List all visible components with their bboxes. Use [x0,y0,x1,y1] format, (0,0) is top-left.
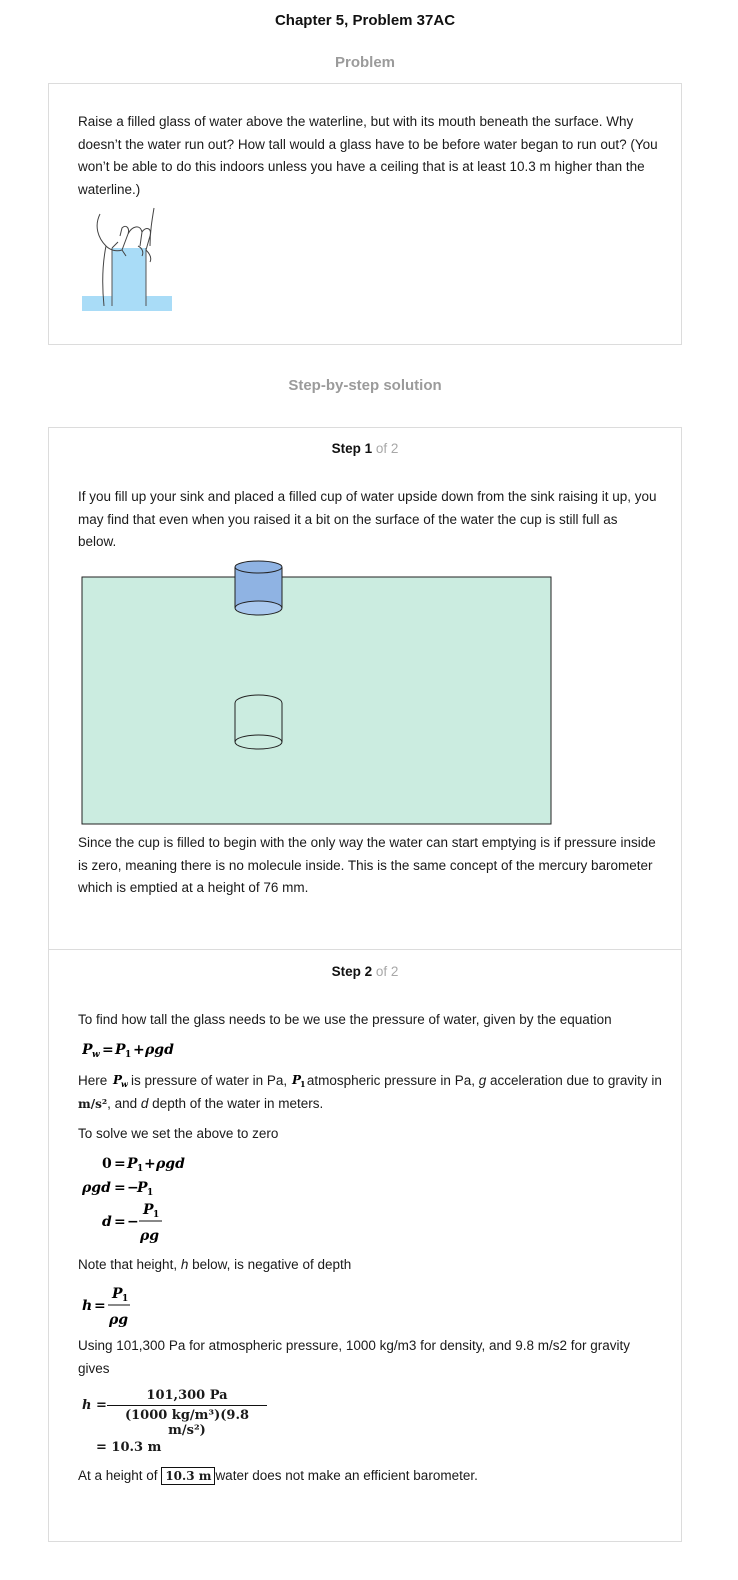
svg-text:h: h [82,1298,92,1314]
solution-heading: Step-by-step solution [288,377,442,394]
problem-text: Raise a filled glass of water above the … [78,114,658,197]
svg-text:0: 0 [102,1156,112,1172]
step2-intro: To find how tall the glass needs to be w… [78,1012,612,1027]
svg-text:=: = [94,1298,106,1314]
svg-text:=: = [114,1214,126,1230]
problem-heading: Problem [334,54,395,71]
h-equals: h = [82,1398,107,1413]
raised-cup [234,560,283,616]
sink-diagram [81,560,552,825]
equation-main: P w = P 1 + ρgd [82,1042,174,1060]
svg-text:ρgd: ρgd [144,1042,174,1058]
svg-text:=: = [114,1180,126,1196]
svg-text:w: w [121,1079,129,1088]
step2-label: Step 2 of 2 [331,964,399,979]
fraction-numerator: 101,300 Pa [146,1388,228,1403]
glass-water [112,248,146,308]
svg-text:1: 1 [153,1210,159,1220]
svg-text:P: P [126,1156,138,1172]
svg-text:+: + [133,1042,145,1058]
svg-text:ρgd: ρgd [155,1156,185,1172]
hand-sketch-2 [111,241,144,257]
page-title: Chapter 5, Problem 37AC [274,12,456,29]
svg-text:ρgd: ρgd [82,1180,111,1196]
svg-text:w: w [92,1050,100,1060]
svg-text:1: 1 [147,1188,153,1198]
svg-text:=: = [102,1042,114,1058]
result-line: = 10.3 m [96,1440,162,1455]
svg-text:P: P [114,1042,126,1058]
svg-text:+: + [144,1156,156,1172]
svg-text:ρg: ρg [108,1312,128,1328]
svg-text:ρg: ρg [139,1228,159,1244]
hand-sketch [96,207,155,307]
answer-box: 10.3 m [161,1467,216,1485]
p1-symbol: P1 [291,1073,306,1089]
step1-intro: If you fill up your sink and placed a fi… [78,489,657,549]
svg-text:d: d [102,1214,112,1230]
step1-explanation: Since the cup is filled to begin with th… [78,835,656,895]
step-divider [48,949,682,950]
svg-text:−: − [127,1214,139,1230]
svg-text:P: P [291,1073,302,1087]
submerged-cup [234,694,283,750]
svg-text:P: P [142,1202,154,1218]
fraction-denominator: (1000 kg/m³)(9.8 m/s²) [124,1408,250,1438]
svg-text:1: 1 [125,1050,131,1060]
svg-text:1: 1 [300,1079,306,1088]
unit-m-s2: m/s² [78,1096,108,1111]
solve-line: To solve we set the above to zero [78,1126,279,1141]
equation-solve: 0 = P 1 + ρgd ρgd = − P 1 d = − P 1 ρg [82,1156,185,1244]
svg-text:1: 1 [137,1164,143,1174]
equation-height: h = P 1 ρg [82,1286,130,1328]
numeric-fraction: 101,300 Pa (1000 kg/m³)(9.8 m/s²) [107,1388,267,1438]
svg-text:−: − [127,1180,139,1196]
svg-text:P: P [112,1073,123,1087]
note-line: Note that height, h below, is negative o… [78,1257,352,1272]
svg-text:P: P [136,1180,148,1196]
glass-illustration [82,207,172,311]
svg-text:1: 1 [122,1294,128,1304]
svg-text:=: = [114,1156,126,1172]
svg-text:P: P [82,1042,93,1058]
sink-water [81,576,552,825]
pw-symbol: Pw [112,1073,129,1089]
step1-label: Step 1 of 2 [331,441,399,456]
final-line: At a height of 10.3 m water does not make… [78,1467,478,1485]
using-line: Using 101,300 Pa for atmospheric pressur… [78,1338,631,1376]
glass-outline [111,248,147,306]
svg-text:P: P [111,1286,123,1302]
